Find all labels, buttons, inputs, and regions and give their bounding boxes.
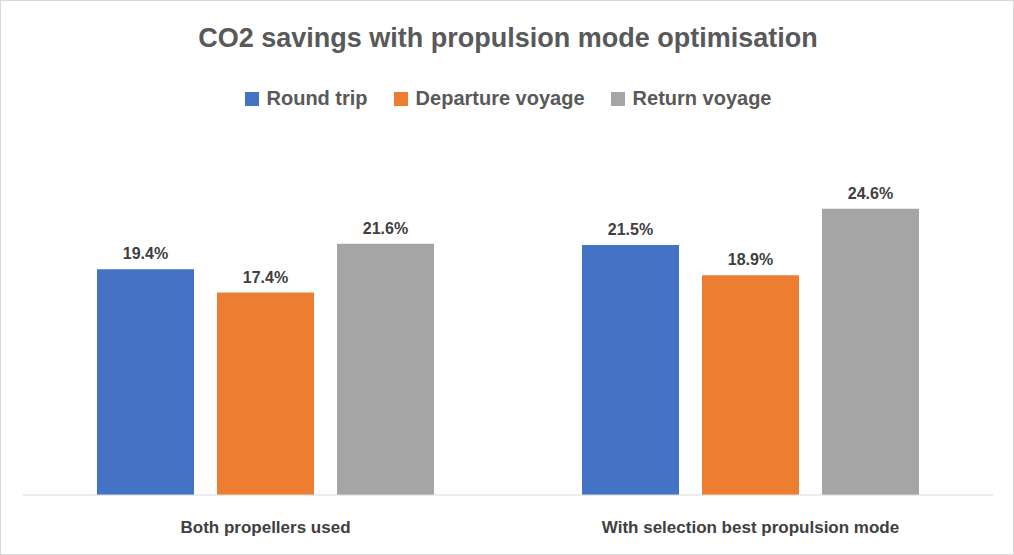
svg-text:17.4%: 17.4%: [243, 269, 288, 286]
html-text:CO2 savings with propulsion mo: CO2 savings with propulsion mode optimis…: [198, 23, 818, 53]
svg-text:21.6%: 21.6%: [363, 220, 408, 237]
html-text:Round trip: Round trip: [266, 87, 368, 109]
html-text:Departure voyage: Departure voyage: [415, 87, 585, 109]
svg-text:21.5%: 21.5%: [608, 221, 653, 238]
svg-text:With selection best propulsion: With selection best propulsion mode: [602, 518, 899, 537]
html-text:Return voyage: Return voyage: [632, 87, 772, 109]
svg-text:Both propellers used: Both propellers used: [180, 518, 350, 537]
svg-text:18.9%: 18.9%: [728, 251, 773, 268]
svg-text:24.6%: 24.6%: [848, 185, 893, 202]
svg-text:19.4%: 19.4%: [123, 245, 168, 262]
